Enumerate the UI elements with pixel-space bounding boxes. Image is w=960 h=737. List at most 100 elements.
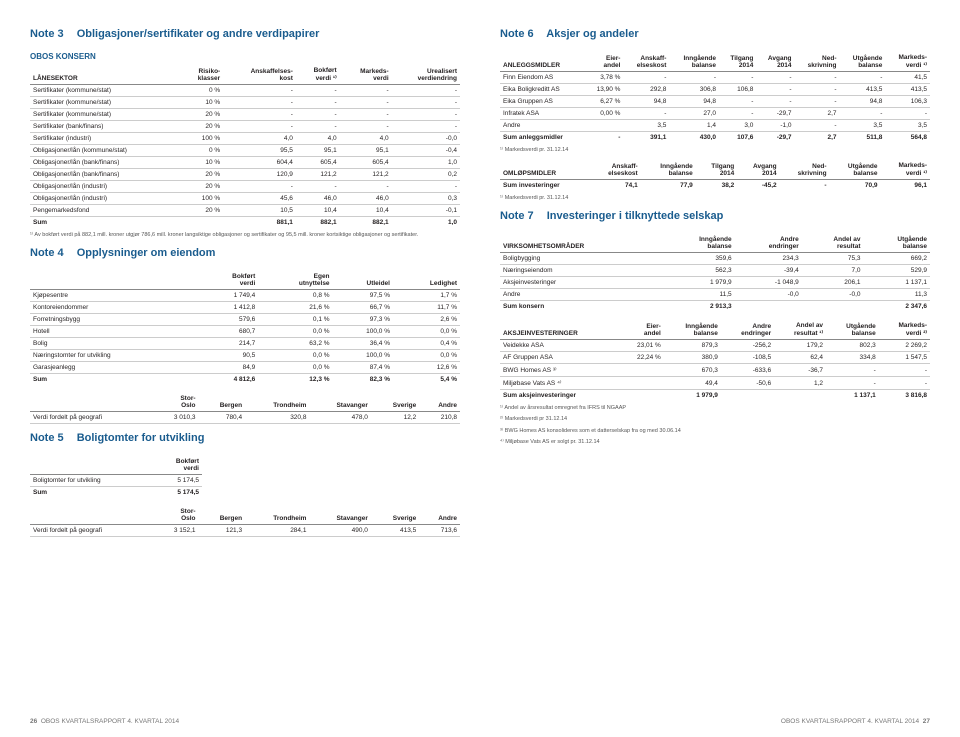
table-cell: 84,9 [199,362,258,374]
note4-title: Note 4 Opplysninger om eiendom [30,247,460,259]
table-cell: 0,00 % [585,108,623,120]
footer-right-page: 27 [923,718,930,725]
footer-right-text: OBOS KVARTALSRAPPORT 4. KVARTAL 2014 [781,718,919,725]
table-cell: 179,2 [774,340,826,352]
table-cell: 0,4 % [393,338,460,350]
table-cell: 0 % [180,85,223,97]
table-cell: 605,4 [296,157,340,169]
table-cell: - [623,72,669,84]
table-cell: 1 749,4 [199,290,258,302]
note7-virk-table: VIRKSOMHETSOMRÅDERInngåendebalanseAndree… [500,234,930,312]
table-row: Andre3,51,43,0-1,0-3,53,5 [500,120,930,132]
col-header: Avgang2014 [737,160,779,180]
table-cell: 97,3 % [333,314,393,326]
table-cell: - [392,97,460,109]
table-row: Verdi fordelt på geografi3 152,1121,3284… [30,525,460,537]
col-header: ANLEGGSMIDLER [500,52,585,72]
table-cell: 3,5 [885,120,930,132]
table-cell: Næringstomter for utvikling [30,350,199,362]
table-cell: 881,1 [223,217,296,229]
table-cell: - [296,181,340,193]
table-row: Obligasjoner/lån (industri)100 %45,646,0… [30,193,460,205]
table-cell: 490,0 [309,525,370,537]
table-cell: - [879,377,930,390]
table-row: Pengemarkedsfond20 %10,510,410,4-0,1 [30,205,460,217]
col-header: Markeds-verdi ¹⁾ [881,160,930,180]
table-cell: 20 % [180,181,223,193]
table-cell: 10,4 [296,205,340,217]
table-cell: 2,6 % [393,314,460,326]
table-cell: 20 % [180,121,223,133]
table-cell: Sum investeringer [500,180,590,192]
table-cell: 20 % [180,169,223,181]
table-cell: 100,0 % [333,326,393,338]
col-header: OMLØPSMIDLER [500,160,590,180]
table-cell: 380,9 [664,352,721,364]
table-cell: 780,4 [199,412,246,424]
table-cell: 3,78 % [585,72,623,84]
table-cell: 27,0 [669,108,719,120]
table-cell: 0 % [180,145,223,157]
table-cell: - [719,96,756,108]
table-cell: Eika Boligkreditt AS [500,84,585,96]
table-row: Miljøbase Vats AS ⁴⁾49,4-50,61,2-- [500,377,930,390]
table-cell: 82,3 % [333,374,393,386]
table-cell: 87,4 % [333,362,393,374]
table-cell: 1 547,5 [879,352,930,364]
table-cell: 2,7 [795,132,840,144]
table-cell: -0,0 [392,133,460,145]
table-cell: 334,8 [826,352,879,364]
table-cell: 11,7 % [393,302,460,314]
table-cell: 22,24 % [620,352,664,364]
table-row: Sertifikater (kommune/stat)20 %---- [30,109,460,121]
footer-left-text: OBOS KVARTALSRAPPORT 4. KVARTAL 2014 [41,718,179,725]
table-row: Aksjeinvesteringer1 979,9-1 048,9206,11 … [500,277,930,289]
col-header: Markeds-verdi [340,65,392,85]
note6-num: Note 6 [500,28,534,40]
col-header: Inngåendebalanse [669,52,719,72]
table-cell: 4 812,6 [199,374,258,386]
table-cell: 90,5 [199,350,258,362]
table-sum-row: Sum anleggsmidler-391,1430,0107,6-29,72,… [500,132,930,144]
table-cell: 0,0 % [258,326,332,338]
table-cell: Boligbygging [500,253,663,265]
table-cell [721,390,774,402]
col-header: VIRKSOMHETSOMRÅDER [500,234,663,253]
table-cell: - [669,72,719,84]
table-cell: 5 174,5 [153,487,202,499]
table-cell: - [296,109,340,121]
table-cell [802,301,864,313]
table-cell: 121,2 [296,169,340,181]
table-cell [620,377,664,390]
table-cell: 478,0 [309,412,370,424]
table-cell: 0,2 [392,169,460,181]
table-cell: 1 979,9 [664,390,721,402]
table-cell: 320,8 [245,412,309,424]
table-cell [620,364,664,377]
table-cell: - [585,132,623,144]
table-cell: 0,0 % [393,350,460,362]
note3-heading: Obligasjoner/sertifikater og andre verdi… [77,28,320,40]
table-cell: -108,5 [721,352,774,364]
table-cell: Andre [500,289,663,301]
table-cell: -0,0 [802,289,864,301]
table-cell: 62,4 [774,352,826,364]
col-header: Andre [419,506,460,525]
footnote-line: ³⁾ BWG Homes AS konsolideres som et datt… [500,428,930,435]
note5-table: Bokførtverdi Boligtomter for utvikling5 … [30,456,202,498]
table-cell: 41,5 [885,72,930,84]
table-row: Næringstomter for utvikling90,50,0 %100,… [30,350,460,362]
table-row: Sertifikater (industri)100 %4,04,04,0-0,… [30,133,460,145]
col-header: Trondheim [245,393,309,412]
table-cell: 12,6 % [393,362,460,374]
table-cell [735,301,802,313]
table-cell: 284,1 [245,525,309,537]
table-cell: 6,27 % [585,96,623,108]
table-cell [585,120,623,132]
table-cell: Sertifikater (kommune/stat) [30,109,180,121]
table-cell: 564,8 [885,132,930,144]
table-cell: Boligtomter for utvikling [30,475,153,487]
table-cell: 10,5 [223,205,296,217]
col-header: Anskaffelses-kost [223,65,296,85]
table-cell: Obligasjoner/lån (bank/finans) [30,169,180,181]
